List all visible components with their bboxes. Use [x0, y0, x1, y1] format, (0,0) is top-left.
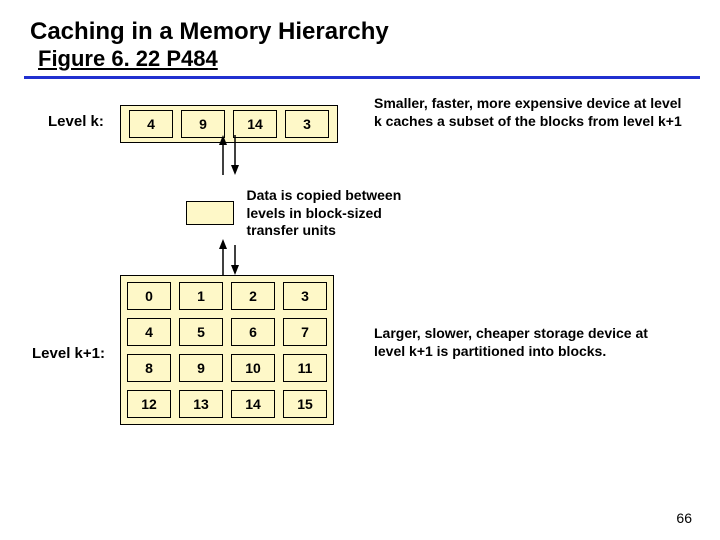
storage-cell: 14: [231, 390, 275, 418]
storage-row: 12 13 14 15: [127, 390, 327, 418]
cache-cell: 4: [129, 110, 173, 138]
storage-cell: 1: [179, 282, 223, 310]
cache-cell: 14: [233, 110, 277, 138]
storage-row: 8 9 10 11: [127, 354, 327, 382]
storage-cell: 10: [231, 354, 275, 382]
storage-cell: 3: [283, 282, 327, 310]
storage-row: 0 1 2 3: [127, 282, 327, 310]
storage-row: 4 5 6 7: [127, 318, 327, 346]
storage-cell: 13: [179, 390, 223, 418]
level-k1-storage: 0 1 2 3 4 5 6 7 8 9 10 11 12 13 14 15: [120, 275, 334, 425]
cache-cell: 9: [181, 110, 225, 138]
page-number: 66: [676, 510, 692, 526]
transfer-unit-block: Data is copied between levels in block-s…: [186, 187, 416, 240]
storage-cell: 9: [179, 354, 223, 382]
block-icon: [186, 201, 234, 225]
storage-cell: 5: [179, 318, 223, 346]
transfer-description: Data is copied between levels in block-s…: [246, 187, 416, 240]
level-k-label: Level k:: [48, 113, 104, 130]
diagram-area: Level k: 4 9 14 3 Smaller, faster, more …: [0, 79, 720, 101]
storage-cell: 8: [127, 354, 171, 382]
storage-cell: 6: [231, 318, 275, 346]
level-k-description: Smaller, faster, more expensive device a…: [374, 95, 684, 130]
storage-cell: 7: [283, 318, 327, 346]
storage-cell: 12: [127, 390, 171, 418]
storage-cell: 2: [231, 282, 275, 310]
storage-cell: 0: [127, 282, 171, 310]
storage-cell: 11: [283, 354, 327, 382]
storage-cell: 4: [127, 318, 171, 346]
storage-cell: 15: [283, 390, 327, 418]
slide-subtitle: Figure 6. 22 P484: [0, 46, 720, 76]
slide-title: Caching in a Memory Hierarchy: [0, 0, 720, 46]
cache-cell: 3: [285, 110, 329, 138]
level-k1-label: Level k+1:: [32, 345, 105, 362]
level-k1-description: Larger, slower, cheaper storage device a…: [374, 325, 674, 360]
